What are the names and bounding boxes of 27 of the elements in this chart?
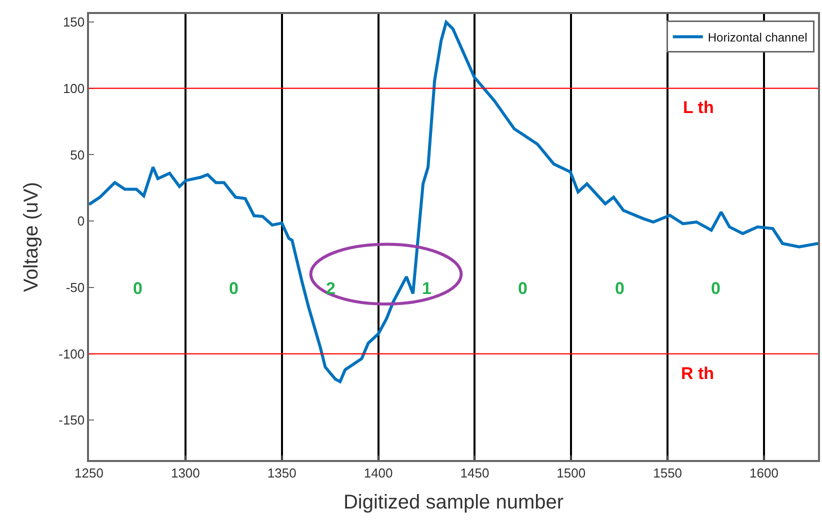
legend-label: Horizontal channel bbox=[708, 30, 808, 44]
y-tick-label: -100 bbox=[58, 346, 85, 362]
x-tick-label: 1550 bbox=[653, 465, 682, 480]
y-axis-title: Voltage (uV) bbox=[20, 182, 43, 292]
x-tick-label: 1450 bbox=[460, 465, 490, 480]
y-tick-label: 150 bbox=[62, 14, 85, 30]
line-series bbox=[89, 20, 818, 384]
y-tick-label: 50 bbox=[70, 147, 85, 162]
annotation: 0 bbox=[711, 279, 720, 298]
x-tick-label: 1300 bbox=[170, 465, 200, 480]
x-tick-label: 1600 bbox=[750, 465, 778, 480]
y-tick-label: 100 bbox=[62, 80, 85, 96]
annotation: 0 bbox=[615, 279, 624, 298]
annotation: 0 bbox=[518, 279, 528, 298]
annotation: 1 bbox=[422, 279, 432, 298]
y-tick-label: -50 bbox=[66, 280, 85, 295]
y-tick-label: 0 bbox=[77, 214, 85, 229]
annotation: 0 bbox=[229, 279, 238, 298]
x-tick-label: 1400 bbox=[364, 465, 393, 480]
ref-line-label: R th bbox=[681, 364, 714, 383]
x-tick-label: 1500 bbox=[556, 465, 586, 480]
ref-line-label: L th bbox=[683, 98, 714, 117]
x-tick-label: 1350 bbox=[267, 465, 296, 480]
y-tick-label: -150 bbox=[58, 412, 85, 428]
x-tick-label: 1250 bbox=[74, 465, 104, 480]
annotation: 0 bbox=[133, 279, 142, 298]
x-axis-title: Digitized sample number bbox=[343, 491, 564, 514]
